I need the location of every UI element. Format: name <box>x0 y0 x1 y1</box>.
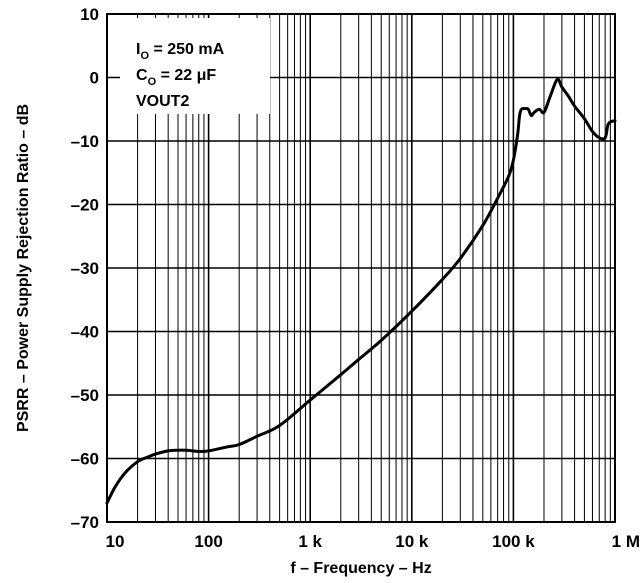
y-axis-title: PSRR – Power Supply Rejection Ratio – dB <box>15 104 32 432</box>
y-tick-label: –50 <box>71 386 99 405</box>
y-tick-label: 0 <box>90 69 99 88</box>
x-tick-label: 1 M <box>612 532 640 551</box>
x-axis-title: f – Frequency – Hz <box>290 560 431 577</box>
annotation-line: VOUT2 <box>136 93 189 110</box>
x-tick-label: 1 k <box>298 532 322 551</box>
annotation-rest: = 250 mA <box>149 41 225 58</box>
annotation-line: I <box>136 41 140 58</box>
plot-frame <box>106 13 616 523</box>
y-tick-label: –70 <box>71 513 99 532</box>
annotation-text: IO = 250 mA CO = 22 μF VOUT2 <box>136 41 225 110</box>
x-tick-labels: 10 100 1 k 10 k 100 k 1 M <box>106 532 640 551</box>
annotation-rest: = 22 μF <box>156 67 216 84</box>
y-tick-label: –20 <box>71 196 99 215</box>
y-tick-label: –10 <box>71 132 99 151</box>
x-tick-label: 10 k <box>395 532 429 551</box>
x-tick-label: 100 k <box>492 532 535 551</box>
y-tick-label: 10 <box>80 5 99 24</box>
annotation-line: C <box>136 67 148 84</box>
y-tick-labels: 10 0 –10 –20 –30 –40 –50 –60 –70 <box>71 5 99 532</box>
annotation-subscript: O <box>140 50 149 62</box>
psrr-curve <box>105 77 617 505</box>
annotation-subscript: O <box>148 76 157 88</box>
x-tick-label: 10 <box>106 532 125 551</box>
annotation-box <box>120 18 270 114</box>
y-tick-label: –60 <box>71 450 99 469</box>
y-tick-label: –30 <box>71 259 99 278</box>
x-tick-label: 100 <box>194 532 222 551</box>
y-tick-label: –40 <box>71 323 99 342</box>
